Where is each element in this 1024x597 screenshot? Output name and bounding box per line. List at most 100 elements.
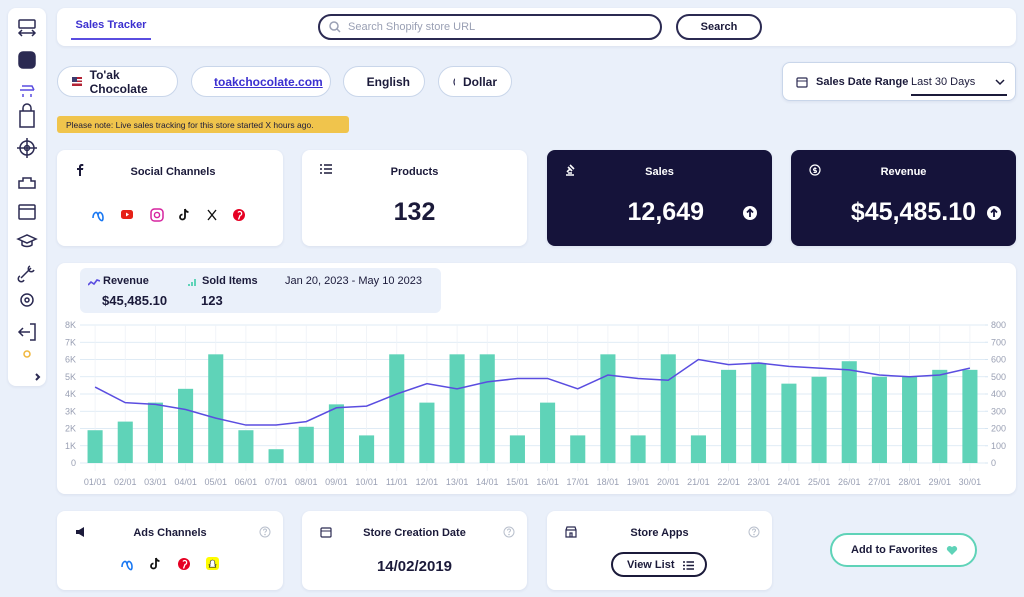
favorites-button[interactable]: Add to Favorites — [830, 533, 977, 567]
y-tick-label: 5K — [65, 372, 76, 382]
card-value: 14/02/2019 — [376, 558, 453, 575]
card-title: Products — [390, 166, 439, 178]
calendar-icon — [796, 77, 808, 88]
x-tick-label: 01/01 — [84, 477, 107, 487]
line — [94, 358, 971, 426]
chart-legend: Revenue $45,485.10 Sold Items 123 Jan 20… — [80, 268, 441, 313]
help-icon[interactable] — [259, 526, 271, 538]
bar — [932, 369, 948, 463]
chart-card: 0 1K 2K 3K 4K 5K 6K 7K 8K 0 100 200 300 400 500 600 700 8… — [57, 263, 1016, 494]
dollar-icon — [809, 164, 821, 176]
bar — [419, 402, 435, 463]
y2-tick-label: 0 — [991, 458, 996, 468]
ads-card: Ads Channels — [57, 511, 283, 590]
store-url[interactable]: toakchocolate.com — [214, 74, 323, 89]
bar — [811, 376, 827, 463]
x-tick-label: 18/01 — [597, 477, 620, 487]
language: English — [366, 74, 410, 89]
bar — [117, 421, 133, 463]
card-title: Ads Channels — [133, 527, 207, 539]
currency-icon — [453, 77, 455, 86]
card-title: Store Apps — [630, 527, 689, 539]
list-icon — [320, 164, 332, 174]
legend-label: Sold Items — [202, 275, 258, 287]
bar — [479, 354, 495, 463]
search-input[interactable]: Search Shopify store URL — [318, 14, 662, 40]
x-tick-label: 29/01 — [928, 477, 951, 487]
date-range[interactable]: Sales Date Range Last 30 Days — [782, 62, 1016, 101]
currency-pill[interactable]: Dollar — [438, 66, 512, 97]
bar — [208, 354, 224, 463]
sidebar — [8, 8, 46, 386]
bar — [841, 361, 857, 463]
button-label: Add to Favorites — [851, 544, 938, 556]
bar — [781, 383, 797, 463]
y-tick-label: 2K — [65, 424, 76, 434]
card-title: Social Channels — [130, 166, 216, 178]
y-tick-label: 3K — [65, 406, 76, 416]
bar — [147, 402, 163, 463]
y2-tick-label: 300 — [991, 406, 1006, 416]
apps-card: Store Apps View List — [547, 511, 772, 590]
bar — [871, 376, 887, 463]
calendar-icon — [320, 527, 332, 538]
store-pill[interactable]: To'ak Chocolate — [57, 66, 178, 97]
notice: Please note: Live sales tracking for thi… — [57, 116, 349, 133]
x-tick-label: 30/01 — [959, 477, 982, 487]
x-tick-label: 28/01 — [898, 477, 921, 487]
y-tick-label: 4K — [65, 389, 76, 399]
language-icon — [358, 76, 359, 88]
card-value: 12,649 — [627, 198, 704, 226]
bar — [359, 435, 375, 463]
bar — [751, 362, 767, 463]
x-tick-label: 09/01 — [325, 477, 348, 487]
bar — [660, 354, 676, 463]
bar — [600, 354, 616, 463]
url-pill[interactable]: toakchocolate.com — [191, 66, 331, 97]
ads-icons[interactable] — [120, 557, 220, 571]
legend-total: $45,485.10 — [102, 293, 168, 308]
legend-line — [88, 279, 100, 286]
y2-tick-label: 400 — [991, 389, 1006, 399]
sales-card: Sales 12,649 — [547, 150, 772, 246]
x-tick-label: 25/01 — [808, 477, 831, 487]
x-tick-label: 13/01 — [446, 477, 469, 487]
bar — [238, 430, 254, 463]
store-icon — [565, 526, 577, 538]
tab[interactable]: Sales Tracker — [71, 19, 151, 40]
x-tick-label: 19/01 — [627, 477, 650, 487]
creation-card: Store Creation Date 14/02/2019 — [302, 511, 527, 590]
up-icon — [743, 206, 757, 220]
heart-icon — [946, 546, 958, 555]
y2-tick-label: 600 — [991, 355, 1006, 365]
language-pill[interactable]: English — [343, 66, 425, 97]
help-icon[interactable] — [503, 526, 515, 538]
x-tick-label: 27/01 — [868, 477, 891, 487]
bar — [962, 369, 978, 463]
x-tick-label: 03/01 — [144, 477, 167, 487]
revenue-card: Revenue $45,485.10 — [791, 150, 1016, 246]
card-value: 132 — [393, 198, 436, 226]
bar — [328, 404, 344, 463]
social-icons[interactable] — [91, 208, 251, 222]
search-button[interactable]: Search — [676, 14, 762, 40]
card-title: Sales — [645, 166, 674, 178]
y-tick-label: 0 — [71, 458, 76, 468]
y-tick-label: 6K — [65, 355, 76, 365]
x-tick-label: 05/01 — [204, 477, 227, 487]
sidebar-icons[interactable] — [8, 8, 46, 386]
date-range-select[interactable]: Last 30 Days — [911, 76, 1007, 96]
search-icon — [329, 21, 341, 33]
social-card: Social Channels — [57, 150, 283, 246]
bar — [721, 369, 737, 463]
bar — [570, 435, 586, 463]
x-tick-label: 17/01 — [566, 477, 589, 487]
x-tick-label: 16/01 — [536, 477, 559, 487]
x-tick-label: 15/01 — [506, 477, 529, 487]
help-icon[interactable] — [748, 526, 760, 538]
facebook-icon — [77, 164, 84, 176]
bar — [87, 430, 103, 463]
store-name: To'ak Chocolate — [89, 67, 148, 96]
view-list-button[interactable]: View List — [611, 552, 707, 577]
